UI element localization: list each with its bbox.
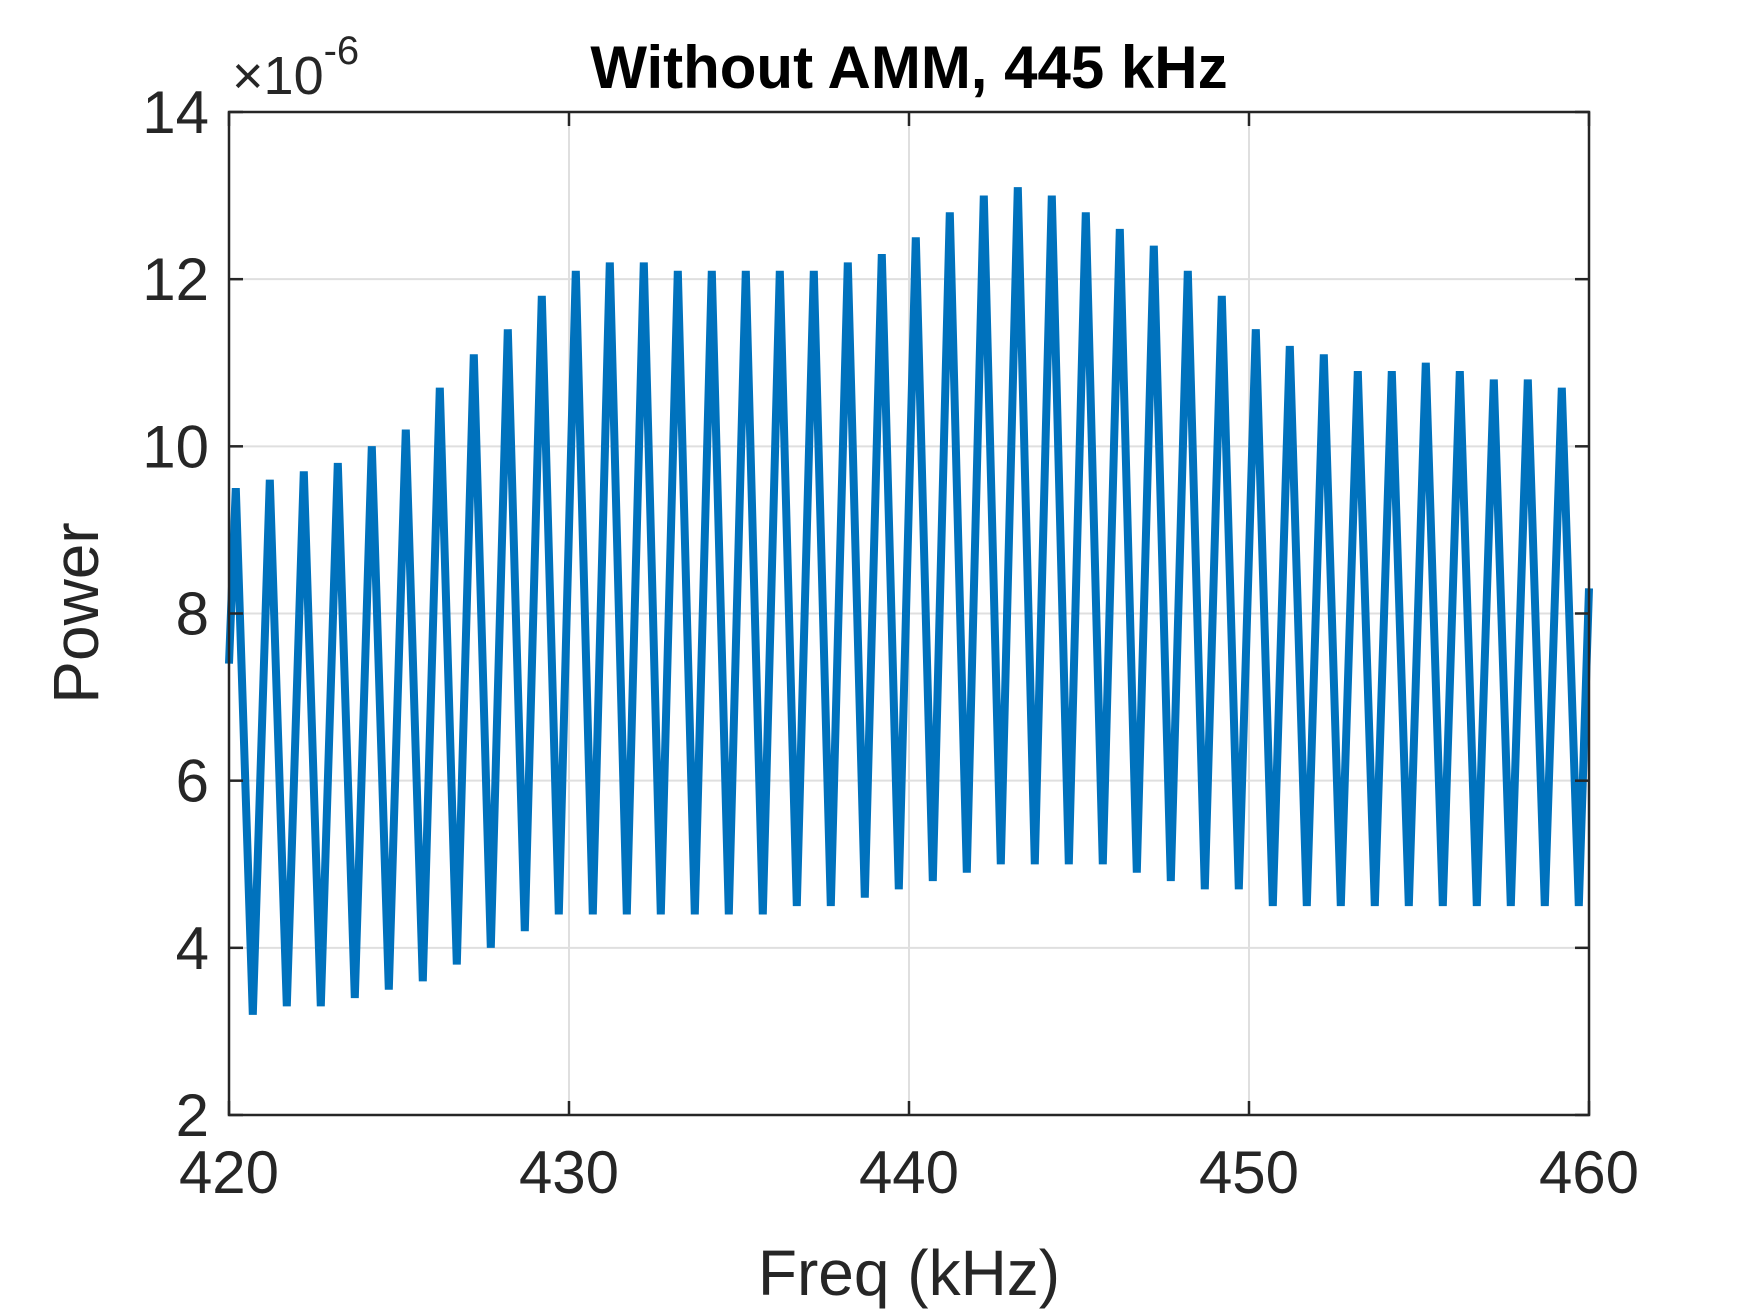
series-line [225,187,1593,1015]
y-tick-label: 12 [142,246,209,313]
y-tick-label: 10 [142,413,209,480]
x-tick-label: 460 [1539,1139,1639,1206]
y-tick-label: 8 [176,581,209,648]
tick-marks [227,110,1591,1117]
x-tick-labels: 420 430 440 450 460 [179,1139,1639,1206]
y-tick-label: 14 [142,79,209,146]
chart-title: Without AMM, 445 kHz [590,34,1227,101]
y-multiplier-exponent: -6 [324,29,360,73]
x-tick-label: 440 [859,1139,959,1206]
y-multiplier-base: ×10 [232,46,324,106]
x-tick-label: 420 [179,1139,279,1206]
x-axis-label: Freq (kHz) [758,1237,1060,1309]
y-tick-label: 4 [176,915,209,982]
x-tick-label: 450 [1199,1139,1299,1206]
y-tick-label: 6 [176,748,209,815]
y-tick-labels: 2 4 6 8 10 12 14 [142,79,209,1149]
y-exponent-label: ×10-6 [232,29,359,106]
series-layer [225,187,1593,1015]
x-tick-label: 430 [519,1139,619,1206]
y-tick-label: 2 [176,1082,209,1149]
y-axis-label: Power [40,522,112,703]
